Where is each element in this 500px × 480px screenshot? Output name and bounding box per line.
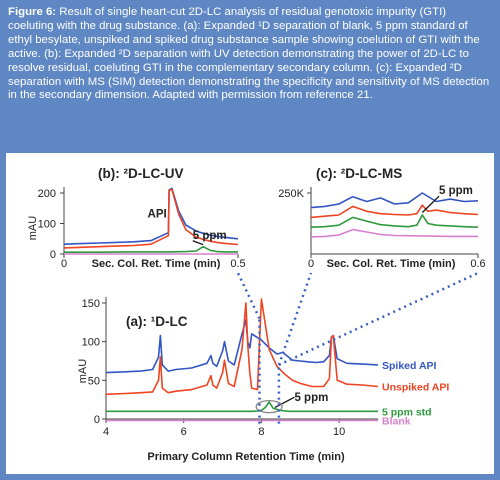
x-tick-label-a: 8 bbox=[258, 426, 264, 438]
series-line-a-std bbox=[106, 401, 378, 413]
x-tick-label-a: 10 bbox=[333, 426, 345, 438]
chart-title-c: (c): ²D-LC-MS bbox=[316, 166, 402, 181]
series-line-b-std bbox=[64, 245, 238, 253]
x-tick-label-b: 0 bbox=[61, 258, 67, 270]
x-tick-label-a: 4 bbox=[103, 426, 109, 438]
link-line-to-b bbox=[236, 272, 261, 320]
y-tick-label-a: 150 bbox=[82, 298, 100, 310]
y-tick-label-b: 0 bbox=[50, 249, 56, 261]
figure-panel: 0 0.5 0 100 200 (b): ²D-LC-UV mAU Sec. Col. Ret… bbox=[6, 153, 494, 474]
annotation-b-1: 5 ppm bbox=[193, 230, 227, 242]
series-line-c-std bbox=[310, 214, 479, 228]
chart-title-b: (b): ²D-LC-UV bbox=[98, 166, 183, 181]
annotation-a-0: 5 ppm bbox=[294, 392, 328, 404]
figure-caption: Figure 6: Result of single heart-cut 2D-… bbox=[8, 6, 494, 103]
series-line-b-unspiked bbox=[63, 188, 239, 249]
x-tick-label-c: 0 bbox=[308, 258, 314, 270]
arrow-5ppm-a bbox=[274, 396, 295, 408]
legend-label-unspiked: Unspiked API bbox=[382, 382, 449, 394]
x-axis-label-b: Sec. Col. Ret. Time (min) bbox=[92, 258, 221, 270]
legend-label-spiked: Spiked API bbox=[382, 360, 437, 372]
y-tick-label-b: 200 bbox=[38, 188, 56, 200]
x-tick-label-a: 6 bbox=[181, 426, 187, 438]
heart-cut-ellipse bbox=[255, 399, 283, 414]
arrow-5ppm-b bbox=[192, 240, 204, 246]
caption-label: Figure 6: bbox=[8, 6, 57, 18]
link-line-to-c-right bbox=[278, 271, 479, 367]
y-tick-label-c: 250K bbox=[278, 188, 304, 200]
y-axis-label-a: mAU bbox=[77, 359, 89, 384]
series-line-a-unspiked bbox=[105, 298, 379, 396]
y-tick-label-a: 100 bbox=[82, 337, 100, 349]
y-tick-label-a: 50 bbox=[88, 375, 100, 387]
legend-label-std: 5 ppm std bbox=[382, 406, 432, 418]
link-line-to-c-left bbox=[277, 272, 313, 366]
x-axis-label-c: Sec. Col. Ret. Time (min) bbox=[327, 258, 456, 270]
x-tick-label-b: 0.5 bbox=[230, 258, 245, 270]
annotation-b-0: API bbox=[148, 208, 167, 220]
series-line-c-unspiked bbox=[310, 204, 479, 219]
legend-label-blank: Blank bbox=[382, 416, 411, 428]
y-axis-label-b: mAU bbox=[27, 216, 39, 241]
series-line-c-spiked bbox=[310, 192, 479, 209]
series-line-c-blank bbox=[310, 228, 478, 238]
x-axis-label-a: Primary Column Retention Time (min) bbox=[147, 451, 345, 463]
y-tick-label-b: 100 bbox=[38, 219, 56, 231]
y-tick-label-a: 0 bbox=[94, 414, 100, 426]
arrow-5ppm-c bbox=[421, 195, 440, 213]
annotation-c-0: 5 ppm bbox=[439, 185, 473, 197]
chart-title-a: (a): ¹D-LC bbox=[126, 314, 188, 329]
caption-text: Result of single heart-cut 2D-LC analysi… bbox=[8, 6, 490, 102]
x-tick-label-c: 0.6 bbox=[470, 258, 485, 270]
